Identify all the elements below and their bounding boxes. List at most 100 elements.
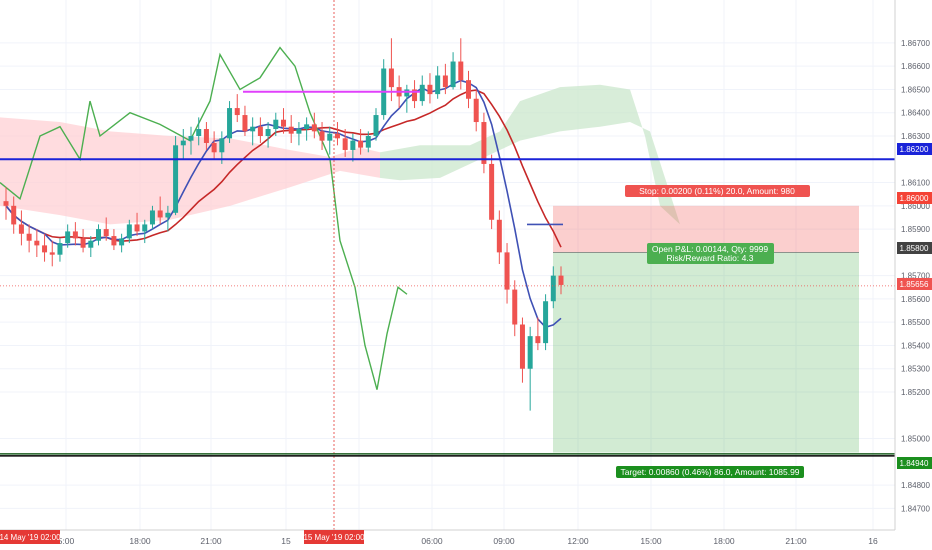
candle-body bbox=[180, 140, 186, 146]
price-tick-label: 1.86100 bbox=[901, 179, 930, 188]
candle-body bbox=[149, 210, 155, 225]
candlesticks bbox=[3, 38, 564, 411]
overlay-lines bbox=[0, 0, 895, 530]
svg-text:15 May '19 02:00: 15 May '19 02:00 bbox=[303, 533, 365, 542]
price-tick-label: 1.85000 bbox=[901, 435, 930, 444]
price-tick-label: 1.86000 bbox=[901, 202, 930, 211]
candle-body bbox=[281, 119, 286, 127]
badge-blue-line: 1.86200 bbox=[897, 143, 932, 155]
candle-body bbox=[142, 224, 148, 232]
time-tick-label: 15:00 bbox=[640, 536, 662, 546]
stop-box[interactable]: Stop: 0.00200 (0.11%) 20.0, Amount: 980 bbox=[625, 185, 810, 197]
candle-body bbox=[404, 89, 410, 97]
candle-body bbox=[442, 75, 448, 88]
candle-body bbox=[327, 133, 333, 141]
candle-body bbox=[512, 289, 518, 325]
candle-body bbox=[242, 115, 248, 132]
candle-body bbox=[57, 243, 63, 255]
badge-target: 1.84940 bbox=[897, 457, 932, 469]
svg-text:1.86200: 1.86200 bbox=[900, 145, 929, 154]
pnl-box[interactable]: Open P&L: 0.00144, Qty: 9999 Risk/Reward… bbox=[647, 243, 774, 264]
target-box[interactable]: Target: 0.00860 (0.46%) 86.0, Amount: 10… bbox=[616, 466, 804, 478]
svg-text:1.85656: 1.85656 bbox=[900, 280, 929, 289]
candle-body bbox=[26, 233, 32, 241]
time-badge-left: 14 May '19 02:00 bbox=[0, 530, 61, 544]
candle-body bbox=[72, 231, 78, 239]
target-text: Target: 0.00860 (0.46%) 86.0, Amount: 10… bbox=[620, 467, 799, 477]
svg-text:1.86000: 1.86000 bbox=[900, 194, 929, 203]
candle-body bbox=[342, 138, 348, 150]
time-tick-label: 12:00 bbox=[567, 536, 589, 546]
candle-body bbox=[134, 224, 140, 232]
candle-body bbox=[173, 145, 179, 213]
candle-body bbox=[11, 205, 17, 225]
price-tick-label: 1.86500 bbox=[901, 85, 930, 94]
time-tick-label: 09:00 bbox=[493, 536, 515, 546]
candle-body bbox=[519, 324, 525, 369]
svg-text:14 May '19 02:00: 14 May '19 02:00 bbox=[0, 533, 61, 542]
candle-body bbox=[466, 80, 471, 99]
candle-body bbox=[496, 219, 502, 253]
candle-body bbox=[219, 138, 225, 153]
price-tick-label: 1.85900 bbox=[901, 225, 930, 234]
candle-body bbox=[489, 163, 495, 220]
candle-body bbox=[18, 224, 24, 234]
candle-body bbox=[257, 126, 263, 136]
candle-body bbox=[188, 136, 194, 141]
target-zone bbox=[553, 252, 859, 453]
candle-body bbox=[49, 252, 55, 255]
ichimoku-cloud bbox=[0, 84, 710, 225]
svg-text:1.84940: 1.84940 bbox=[900, 459, 929, 468]
candle-body bbox=[373, 115, 379, 136]
price-tick-label: 1.85700 bbox=[901, 272, 930, 281]
candle-body bbox=[311, 124, 317, 132]
candle-body bbox=[288, 126, 294, 134]
candle-body bbox=[450, 61, 456, 88]
position-zones[interactable] bbox=[553, 205, 859, 453]
candle-body bbox=[250, 126, 256, 132]
candle-body bbox=[65, 231, 71, 244]
candle-body bbox=[265, 129, 271, 136]
price-tick-label: 1.84800 bbox=[901, 481, 930, 490]
price-tick-label: 1.85600 bbox=[901, 295, 930, 304]
svg-text:1.85800: 1.85800 bbox=[900, 244, 929, 253]
candle-body bbox=[296, 129, 302, 134]
candle-body bbox=[227, 108, 233, 139]
lagging-span-line bbox=[0, 46, 408, 390]
time-tick-label: 16 bbox=[868, 536, 878, 546]
candle-body bbox=[119, 238, 125, 246]
candle-body bbox=[103, 229, 109, 237]
candle-body bbox=[412, 89, 418, 102]
candle-body bbox=[273, 119, 279, 130]
time-tick-label: 18:00 bbox=[713, 536, 735, 546]
time-tick-label: 18:00 bbox=[129, 536, 151, 546]
candle-body bbox=[126, 224, 132, 239]
candle-body bbox=[165, 212, 171, 218]
candle-body bbox=[435, 75, 441, 95]
time-tick-label: 5:00 bbox=[58, 536, 75, 546]
time-tick-label: 15 bbox=[281, 536, 291, 546]
badge-entry: 1.85800 bbox=[897, 242, 932, 254]
candle-body bbox=[481, 122, 487, 164]
price-tick-label: 1.86700 bbox=[901, 39, 930, 48]
candle-body bbox=[3, 201, 9, 206]
cloud-bearish bbox=[0, 117, 380, 225]
candle-body bbox=[419, 84, 425, 102]
candle-body bbox=[535, 336, 541, 344]
price-tick-label: 1.84700 bbox=[901, 504, 930, 513]
price-tick-label: 1.85400 bbox=[901, 341, 930, 350]
candle-body bbox=[319, 131, 325, 141]
candle-body bbox=[96, 229, 101, 241]
candle-body bbox=[527, 336, 533, 369]
candle-body bbox=[358, 140, 364, 148]
candle-body bbox=[80, 238, 86, 248]
time-badge-right: 15 May '19 02:00 bbox=[303, 530, 365, 544]
rr-text: Risk/Reward Ratio: 4.3 bbox=[667, 253, 754, 263]
candle-body bbox=[111, 236, 117, 246]
candle-body bbox=[234, 108, 240, 116]
candle-body bbox=[211, 142, 217, 153]
time-tick-label: 21:00 bbox=[785, 536, 807, 546]
price-tick-label: 1.85500 bbox=[901, 318, 930, 327]
